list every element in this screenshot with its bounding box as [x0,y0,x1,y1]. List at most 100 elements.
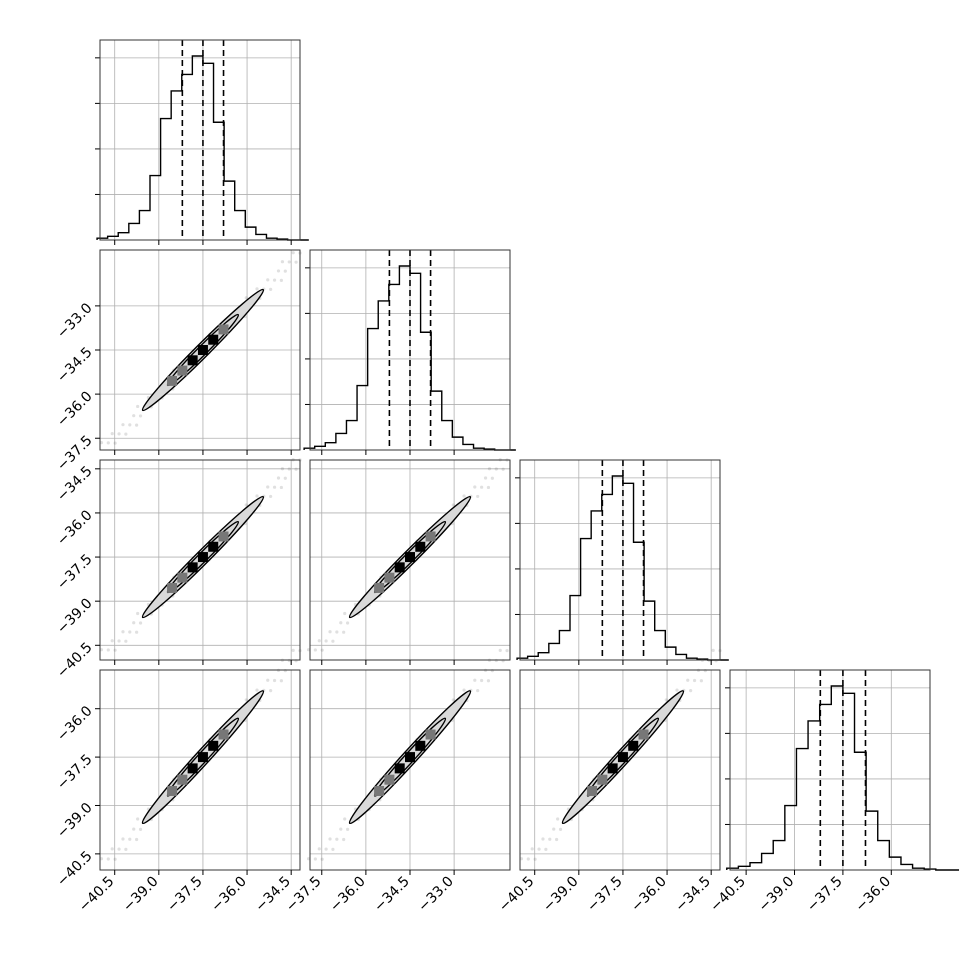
density-cell [384,572,395,583]
sample-point [331,847,335,851]
sample-point [124,847,128,851]
sample-point [280,467,285,471]
y-tick-label: −36.0 [54,388,96,430]
sample-point [692,678,697,683]
sample-point [555,837,559,842]
sample-point [328,630,332,634]
density-cell [405,752,415,763]
sample-point [480,678,484,683]
sample-point [718,649,722,653]
density-cell [177,774,188,785]
sample-point [339,621,343,625]
axes-frame [99,459,301,661]
sample-point [135,837,139,842]
panel-0-0 [95,39,309,245]
sample-point [121,630,125,634]
axes-frame [519,669,721,871]
panel-3-0 [95,648,302,875]
y-tick-label: −40.5 [54,848,96,890]
sample-point [128,630,132,634]
sample-point [269,287,273,291]
sample-point [498,648,502,652]
sample-point [294,260,298,264]
sample-point [135,630,139,634]
density-cell [617,752,628,763]
x-tick-label: −34.5 [672,874,714,916]
sample-point [117,432,121,436]
contour-outer [348,690,472,825]
sample-point [462,688,466,692]
sample-point [501,467,505,471]
density-cell [384,774,395,785]
x-tick-label: −36.0 [327,874,369,916]
sample-point [324,847,328,851]
sample-point [476,494,480,499]
sample-point [287,658,291,663]
sample-point [505,649,509,653]
y-tick-label: −34.5 [54,344,96,386]
sample-point [343,817,347,821]
sample-point [255,688,259,692]
density-cell [597,774,608,785]
sample-point [487,467,492,471]
y-tick-label: −37.5 [54,433,96,475]
axes-frame [519,459,721,661]
density-cell [187,355,198,366]
sample-point [486,679,491,683]
sample-point [494,658,498,663]
sample-point [473,678,477,682]
sample-point [530,847,534,851]
sample-point [487,658,492,662]
density-cell [167,582,178,593]
sample-point [526,857,530,861]
x-tick-label: −40.5 [496,874,538,916]
y-tick-label: −36.0 [54,507,96,549]
density-cell [187,562,198,573]
sample-point [544,847,548,851]
sample-point [106,857,110,861]
x-tick-label: −39.0 [120,874,162,916]
sample-point [335,837,339,841]
sample-point [138,414,143,418]
sample-point [110,847,114,851]
histogram-2 [516,475,729,661]
density-cell [218,531,229,542]
sample-point [124,432,128,436]
x-tick-label: −37.5 [164,874,206,916]
sample-point [501,659,505,663]
density-cell [177,365,188,376]
sample-point [279,278,283,282]
histogram-1 [303,265,516,451]
x-tick-label: −36.0 [628,874,670,916]
y-tick-label: −36.0 [54,703,96,745]
density-cell [374,785,385,796]
sample-point [317,639,321,643]
sample-point [110,639,114,643]
x-tick-label: −40.5 [76,874,118,916]
density-cell [197,752,208,763]
panel-2-0 [95,458,302,665]
sample-point [328,837,332,841]
sample-point [473,485,477,489]
density-cell [425,531,436,542]
sample-point [313,648,317,652]
sample-point [244,296,248,300]
x-tick-label: −39.0 [756,874,798,916]
sample-point [99,857,104,861]
sample-point [451,698,455,702]
sample-point [346,621,350,625]
sample-point [113,441,117,445]
x-tick-label: −40.5 [707,874,749,916]
panel-2-2 [515,459,729,665]
sample-point [283,269,287,273]
sample-point [287,260,291,264]
sample-point [306,648,311,652]
sample-point [136,611,140,616]
panel-3-3 [725,669,960,875]
sample-point [138,621,143,625]
sample-point [121,837,125,841]
sample-point [272,485,277,489]
density-cell [628,740,639,751]
y-tick-label: −39.0 [54,800,96,842]
